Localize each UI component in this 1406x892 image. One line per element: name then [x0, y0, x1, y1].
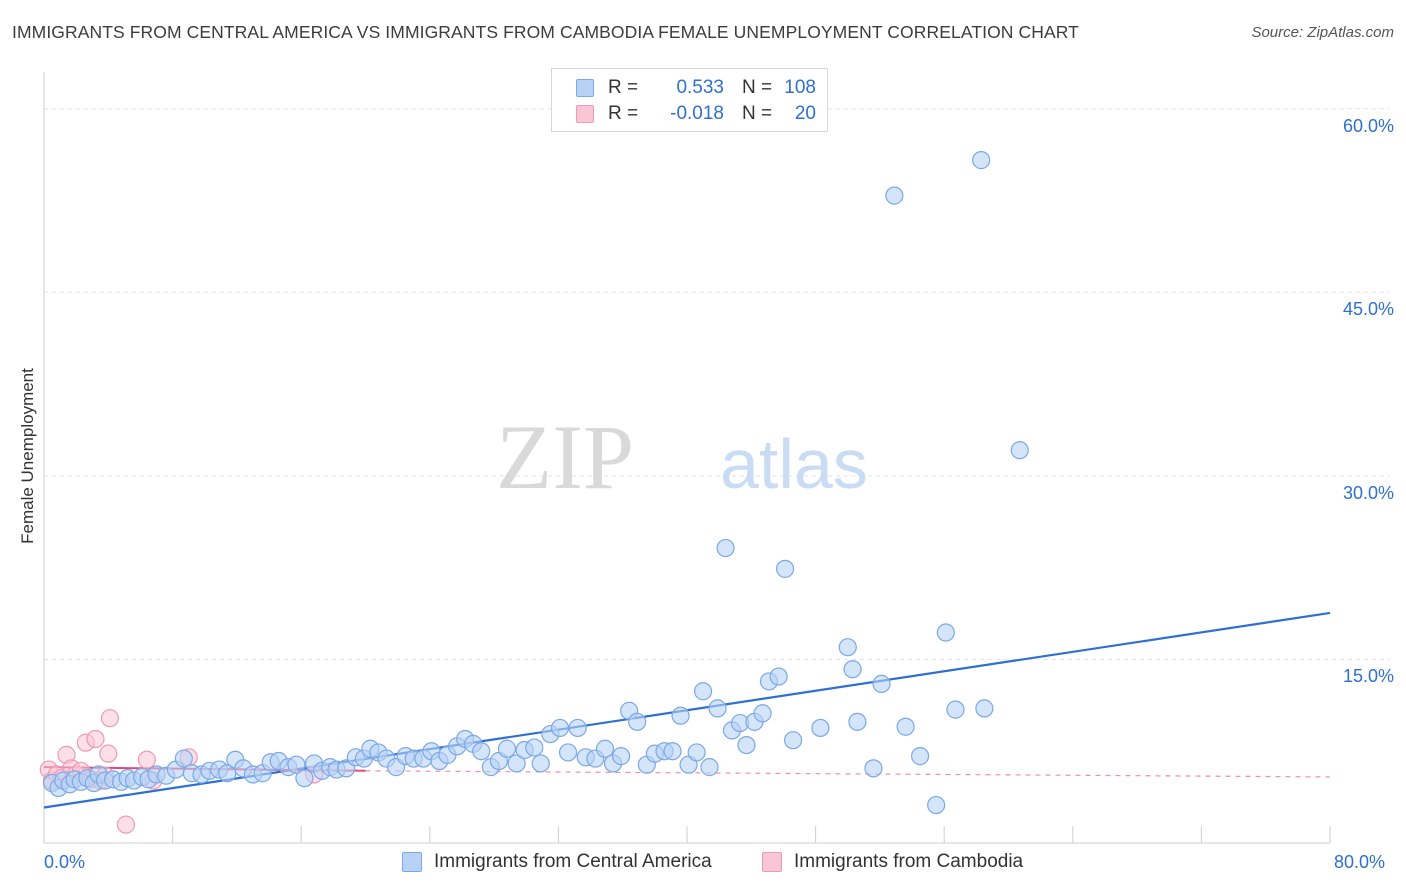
legend-n-value: 108	[784, 77, 816, 98]
data-point-central-america	[525, 738, 544, 757]
data-point-central-america	[507, 754, 526, 773]
data-point-central-america	[885, 186, 904, 205]
data-point-central-america	[174, 749, 193, 768]
data-point-central-america	[936, 623, 955, 642]
data-point-central-america	[811, 718, 830, 738]
watermark: ZIP atlas	[496, 406, 868, 508]
legend-row-cambodia: R = -0.018 N = 20	[576, 102, 816, 126]
legend-n-value: 20	[794, 103, 816, 124]
data-point-central-america	[864, 759, 883, 778]
x-tick-label-min: 0.0%	[44, 852, 86, 872]
data-point-central-america	[497, 739, 517, 758]
data-point-central-america	[872, 674, 891, 694]
legend-row-central-america: R = 0.533 N = 108	[576, 76, 816, 100]
data-point-central-america	[753, 704, 772, 723]
data-point-central-america	[927, 795, 946, 815]
legend-n-label: N =	[742, 77, 773, 98]
data-point-central-america	[975, 699, 994, 718]
legend-swatch-blue	[576, 79, 594, 97]
legend-item-central-america[interactable]: Immigrants from Central America	[402, 851, 712, 873]
data-point-central-america	[848, 712, 867, 731]
data-point-central-america	[946, 700, 965, 719]
trend-line-cambodia-extension	[365, 770, 1331, 778]
y-tick-label: 60.0%	[1342, 115, 1394, 136]
legend-swatch-pink	[576, 105, 594, 123]
data-point-central-america	[838, 638, 857, 657]
data-point-central-america	[687, 743, 706, 762]
series-legend: Immigrants from Central America Immigran…	[0, 851, 1406, 877]
legend-swatch-pink	[762, 852, 782, 872]
stats-legend: R = 0.533 N = 108 R = -0.018 N = 20	[551, 68, 828, 132]
data-point-central-america	[531, 754, 550, 773]
data-point-central-america	[896, 717, 915, 736]
data-point-central-america	[972, 151, 991, 170]
data-point-central-america	[663, 742, 682, 761]
grid-lines	[44, 108, 1390, 660]
legend-r-label: R =	[608, 103, 639, 124]
data-point-central-america	[910, 747, 930, 766]
legend-swatch-blue	[402, 852, 422, 872]
x-tick-label-max: 80.0%	[1334, 852, 1386, 872]
data-point-central-america	[295, 769, 314, 788]
y-tick-label: 45.0%	[1342, 299, 1394, 320]
series-central-america-points	[42, 151, 1029, 815]
watermark-zip: ZIP	[496, 406, 634, 508]
legend-r-value: -0.018	[670, 103, 724, 124]
data-point-cambodia	[116, 815, 136, 834]
y-axis-label: Female Unemployment	[18, 368, 37, 544]
data-point-central-america	[775, 559, 795, 578]
data-point-central-america	[595, 739, 615, 758]
y-tick-label: 30.0%	[1342, 482, 1394, 503]
data-point-cambodia	[137, 750, 156, 769]
data-point-central-america	[843, 660, 862, 679]
data-point-cambodia	[86, 729, 105, 749]
data-point-cambodia	[99, 744, 118, 763]
data-point-central-america	[558, 743, 578, 762]
data-point-central-america	[783, 731, 803, 750]
data-point-central-america	[287, 755, 306, 774]
data-point-central-america	[693, 682, 713, 701]
data-point-central-america	[671, 706, 690, 725]
watermark-atlas: atlas	[720, 425, 868, 503]
y-tick-label: 15.0%	[1342, 666, 1394, 687]
source-credit: Source: ZipAtlas.com	[1251, 24, 1394, 41]
data-point-central-america	[472, 742, 491, 761]
data-point-central-america	[716, 538, 735, 558]
legend-item-cambodia[interactable]: Immigrants from Cambodia	[762, 851, 1023, 873]
legend-n-label: N =	[742, 103, 773, 124]
x-tick-marks	[43, 826, 1331, 843]
legend-label-central-america: Immigrants from Central America	[434, 851, 712, 872]
data-point-central-america	[568, 718, 587, 738]
legend-r-label: R =	[608, 77, 639, 98]
data-point-cambodia	[100, 709, 120, 728]
data-point-central-america	[1010, 441, 1029, 460]
data-point-central-america	[628, 712, 647, 731]
data-point-central-america	[700, 758, 719, 777]
legend-label-cambodia: Immigrants from Cambodia	[794, 851, 1024, 872]
data-point-central-america	[550, 718, 570, 738]
axes	[43, 72, 1330, 844]
data-point-central-america	[611, 747, 631, 766]
chart-title: IMMIGRANTS FROM CENTRAL AMERICA VS IMMIG…	[12, 22, 1079, 42]
data-point-central-america	[737, 735, 756, 755]
data-point-central-america	[769, 667, 788, 686]
legend-r-value: 0.533	[676, 77, 724, 98]
data-point-central-america	[708, 699, 727, 718]
